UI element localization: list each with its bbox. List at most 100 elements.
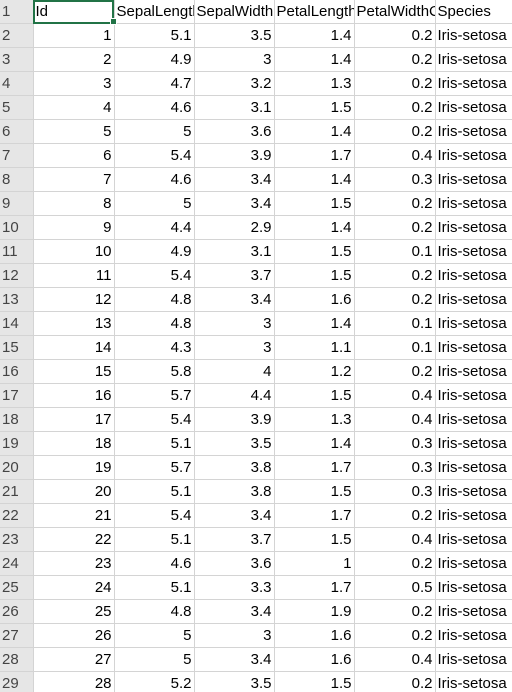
cell-petal-length[interactable]: 1.5 <box>274 383 355 408</box>
cell-petal-length[interactable]: 1.2 <box>274 359 355 384</box>
row-header[interactable]: 28 <box>0 647 34 672</box>
row-header[interactable]: 16 <box>0 359 34 384</box>
cell-sepal-length[interactable]: 4.6 <box>114 167 195 192</box>
cell-petal-width[interactable]: 0.2 <box>354 71 436 96</box>
cell-sepal-length[interactable]: 5.4 <box>114 263 195 288</box>
cell-sepal-length[interactable]: 5.1 <box>114 23 195 48</box>
cell-petal-length[interactable]: 1.4 <box>274 215 355 240</box>
cell-id[interactable]: 21 <box>33 503 115 528</box>
cell-petal-length[interactable]: 1.1 <box>274 335 355 360</box>
cell-sepal-width[interactable]: 3 <box>194 311 275 336</box>
row-header[interactable]: 23 <box>0 527 34 552</box>
cell-species[interactable]: Iris-setosa <box>435 527 512 552</box>
cell-petal-length[interactable]: 1.4 <box>274 47 355 72</box>
cell-id[interactable]: 28 <box>33 671 115 692</box>
cell-sepal-length[interactable]: 5.4 <box>114 407 195 432</box>
cell-species[interactable]: Iris-setosa <box>435 455 512 480</box>
cell-species[interactable]: Iris-setosa <box>435 503 512 528</box>
cell-sepal-width[interactable]: 3.9 <box>194 407 275 432</box>
cell-petal-width[interactable]: 0.4 <box>354 407 436 432</box>
row-header[interactable]: 17 <box>0 383 34 408</box>
cell-sepal-length[interactable]: 5.1 <box>114 527 195 552</box>
cell-sepal-length[interactable]: 5.7 <box>114 455 195 480</box>
cell-petal-length[interactable]: 1.3 <box>274 407 355 432</box>
cell-id[interactable]: 14 <box>33 335 115 360</box>
cell-id[interactable]: 12 <box>33 287 115 312</box>
cell-sepal-width[interactable]: 3.7 <box>194 527 275 552</box>
cell-sepal-width[interactable]: 3.4 <box>194 287 275 312</box>
cell-species[interactable]: Iris-setosa <box>435 263 512 288</box>
cell-sepal-length[interactable]: 5.8 <box>114 359 195 384</box>
cell-sepal-width[interactable]: 3.6 <box>194 551 275 576</box>
cell-species[interactable]: Iris-setosa <box>435 551 512 576</box>
cell-id[interactable]: 27 <box>33 647 115 672</box>
row-header[interactable]: 25 <box>0 575 34 600</box>
cell-id[interactable]: 9 <box>33 215 115 240</box>
cell-petal-width[interactable]: 0.2 <box>354 623 436 648</box>
row-header[interactable]: 22 <box>0 503 34 528</box>
cell-petal-width[interactable]: 0.2 <box>354 599 436 624</box>
cell-petal-width[interactable]: 0.2 <box>354 191 436 216</box>
cell-sepal-width[interactable]: 3.4 <box>194 167 275 192</box>
cell-id[interactable]: 16 <box>33 383 115 408</box>
cell-sepal-length[interactable]: 5 <box>114 647 195 672</box>
cell-sepal-length[interactable]: 4.8 <box>114 599 195 624</box>
cell-id[interactable]: 11 <box>33 263 115 288</box>
cell-id[interactable]: 17 <box>33 407 115 432</box>
cell-petal-length[interactable]: 1.4 <box>274 311 355 336</box>
row-header[interactable]: 13 <box>0 287 34 312</box>
header-cell-petal-width[interactable]: PetalWidthCm <box>354 0 436 24</box>
cell-petal-width[interactable]: 0.2 <box>354 359 436 384</box>
cell-id[interactable]: 5 <box>33 119 115 144</box>
row-header[interactable]: 12 <box>0 263 34 288</box>
cell-species[interactable]: Iris-setosa <box>435 95 512 120</box>
cell-sepal-length[interactable]: 4.4 <box>114 215 195 240</box>
cell-sepal-width[interactable]: 3.8 <box>194 479 275 504</box>
cell-sepal-length[interactable]: 5.1 <box>114 575 195 600</box>
cell-sepal-length[interactable]: 4.6 <box>114 95 195 120</box>
cell-sepal-length[interactable]: 4.3 <box>114 335 195 360</box>
cell-id[interactable]: 19 <box>33 455 115 480</box>
cell-petal-length[interactable]: 1.6 <box>274 623 355 648</box>
cell-species[interactable]: Iris-setosa <box>435 287 512 312</box>
row-header[interactable]: 14 <box>0 311 34 336</box>
cell-id[interactable]: 18 <box>33 431 115 456</box>
cell-sepal-length[interactable]: 5.1 <box>114 479 195 504</box>
cell-petal-length[interactable]: 1.7 <box>274 455 355 480</box>
cell-sepal-length[interactable]: 4.9 <box>114 239 195 264</box>
row-header[interactable]: 10 <box>0 215 34 240</box>
cell-species[interactable]: Iris-setosa <box>435 119 512 144</box>
cell-id[interactable]: 8 <box>33 191 115 216</box>
cell-petal-length[interactable]: 1.7 <box>274 575 355 600</box>
row-header[interactable]: 11 <box>0 239 34 264</box>
cell-petal-length[interactable]: 1.4 <box>274 167 355 192</box>
cell-sepal-width[interactable]: 3.4 <box>194 191 275 216</box>
row-header[interactable]: 6 <box>0 119 34 144</box>
row-header[interactable]: 18 <box>0 407 34 432</box>
cell-id[interactable]: 6 <box>33 143 115 168</box>
cell-petal-width[interactable]: 0.2 <box>354 47 436 72</box>
cell-id[interactable]: 24 <box>33 575 115 600</box>
cell-petal-width[interactable]: 0.1 <box>354 311 436 336</box>
cell-species[interactable]: Iris-setosa <box>435 167 512 192</box>
cell-petal-length[interactable]: 1.6 <box>274 287 355 312</box>
cell-species[interactable]: Iris-setosa <box>435 407 512 432</box>
cell-species[interactable]: Iris-setosa <box>435 191 512 216</box>
cell-petal-width[interactable]: 0.3 <box>354 455 436 480</box>
cell-petal-width[interactable]: 0.4 <box>354 143 436 168</box>
cell-sepal-length[interactable]: 5.7 <box>114 383 195 408</box>
cell-sepal-width[interactable]: 2.9 <box>194 215 275 240</box>
cell-sepal-width[interactable]: 3.6 <box>194 119 275 144</box>
cell-sepal-width[interactable]: 3.8 <box>194 455 275 480</box>
cell-petal-length[interactable]: 1.5 <box>274 191 355 216</box>
cell-id[interactable]: 13 <box>33 311 115 336</box>
cell-id[interactable]: 26 <box>33 623 115 648</box>
header-cell-species[interactable]: Species <box>435 0 512 24</box>
cell-sepal-width[interactable]: 3.3 <box>194 575 275 600</box>
fill-handle[interactable] <box>110 18 117 25</box>
cell-id[interactable]: 15 <box>33 359 115 384</box>
cell-petal-width[interactable]: 0.2 <box>354 263 436 288</box>
cell-species[interactable]: Iris-setosa <box>435 239 512 264</box>
cell-petal-length[interactable]: 1.5 <box>274 239 355 264</box>
cell-id[interactable]: 25 <box>33 599 115 624</box>
